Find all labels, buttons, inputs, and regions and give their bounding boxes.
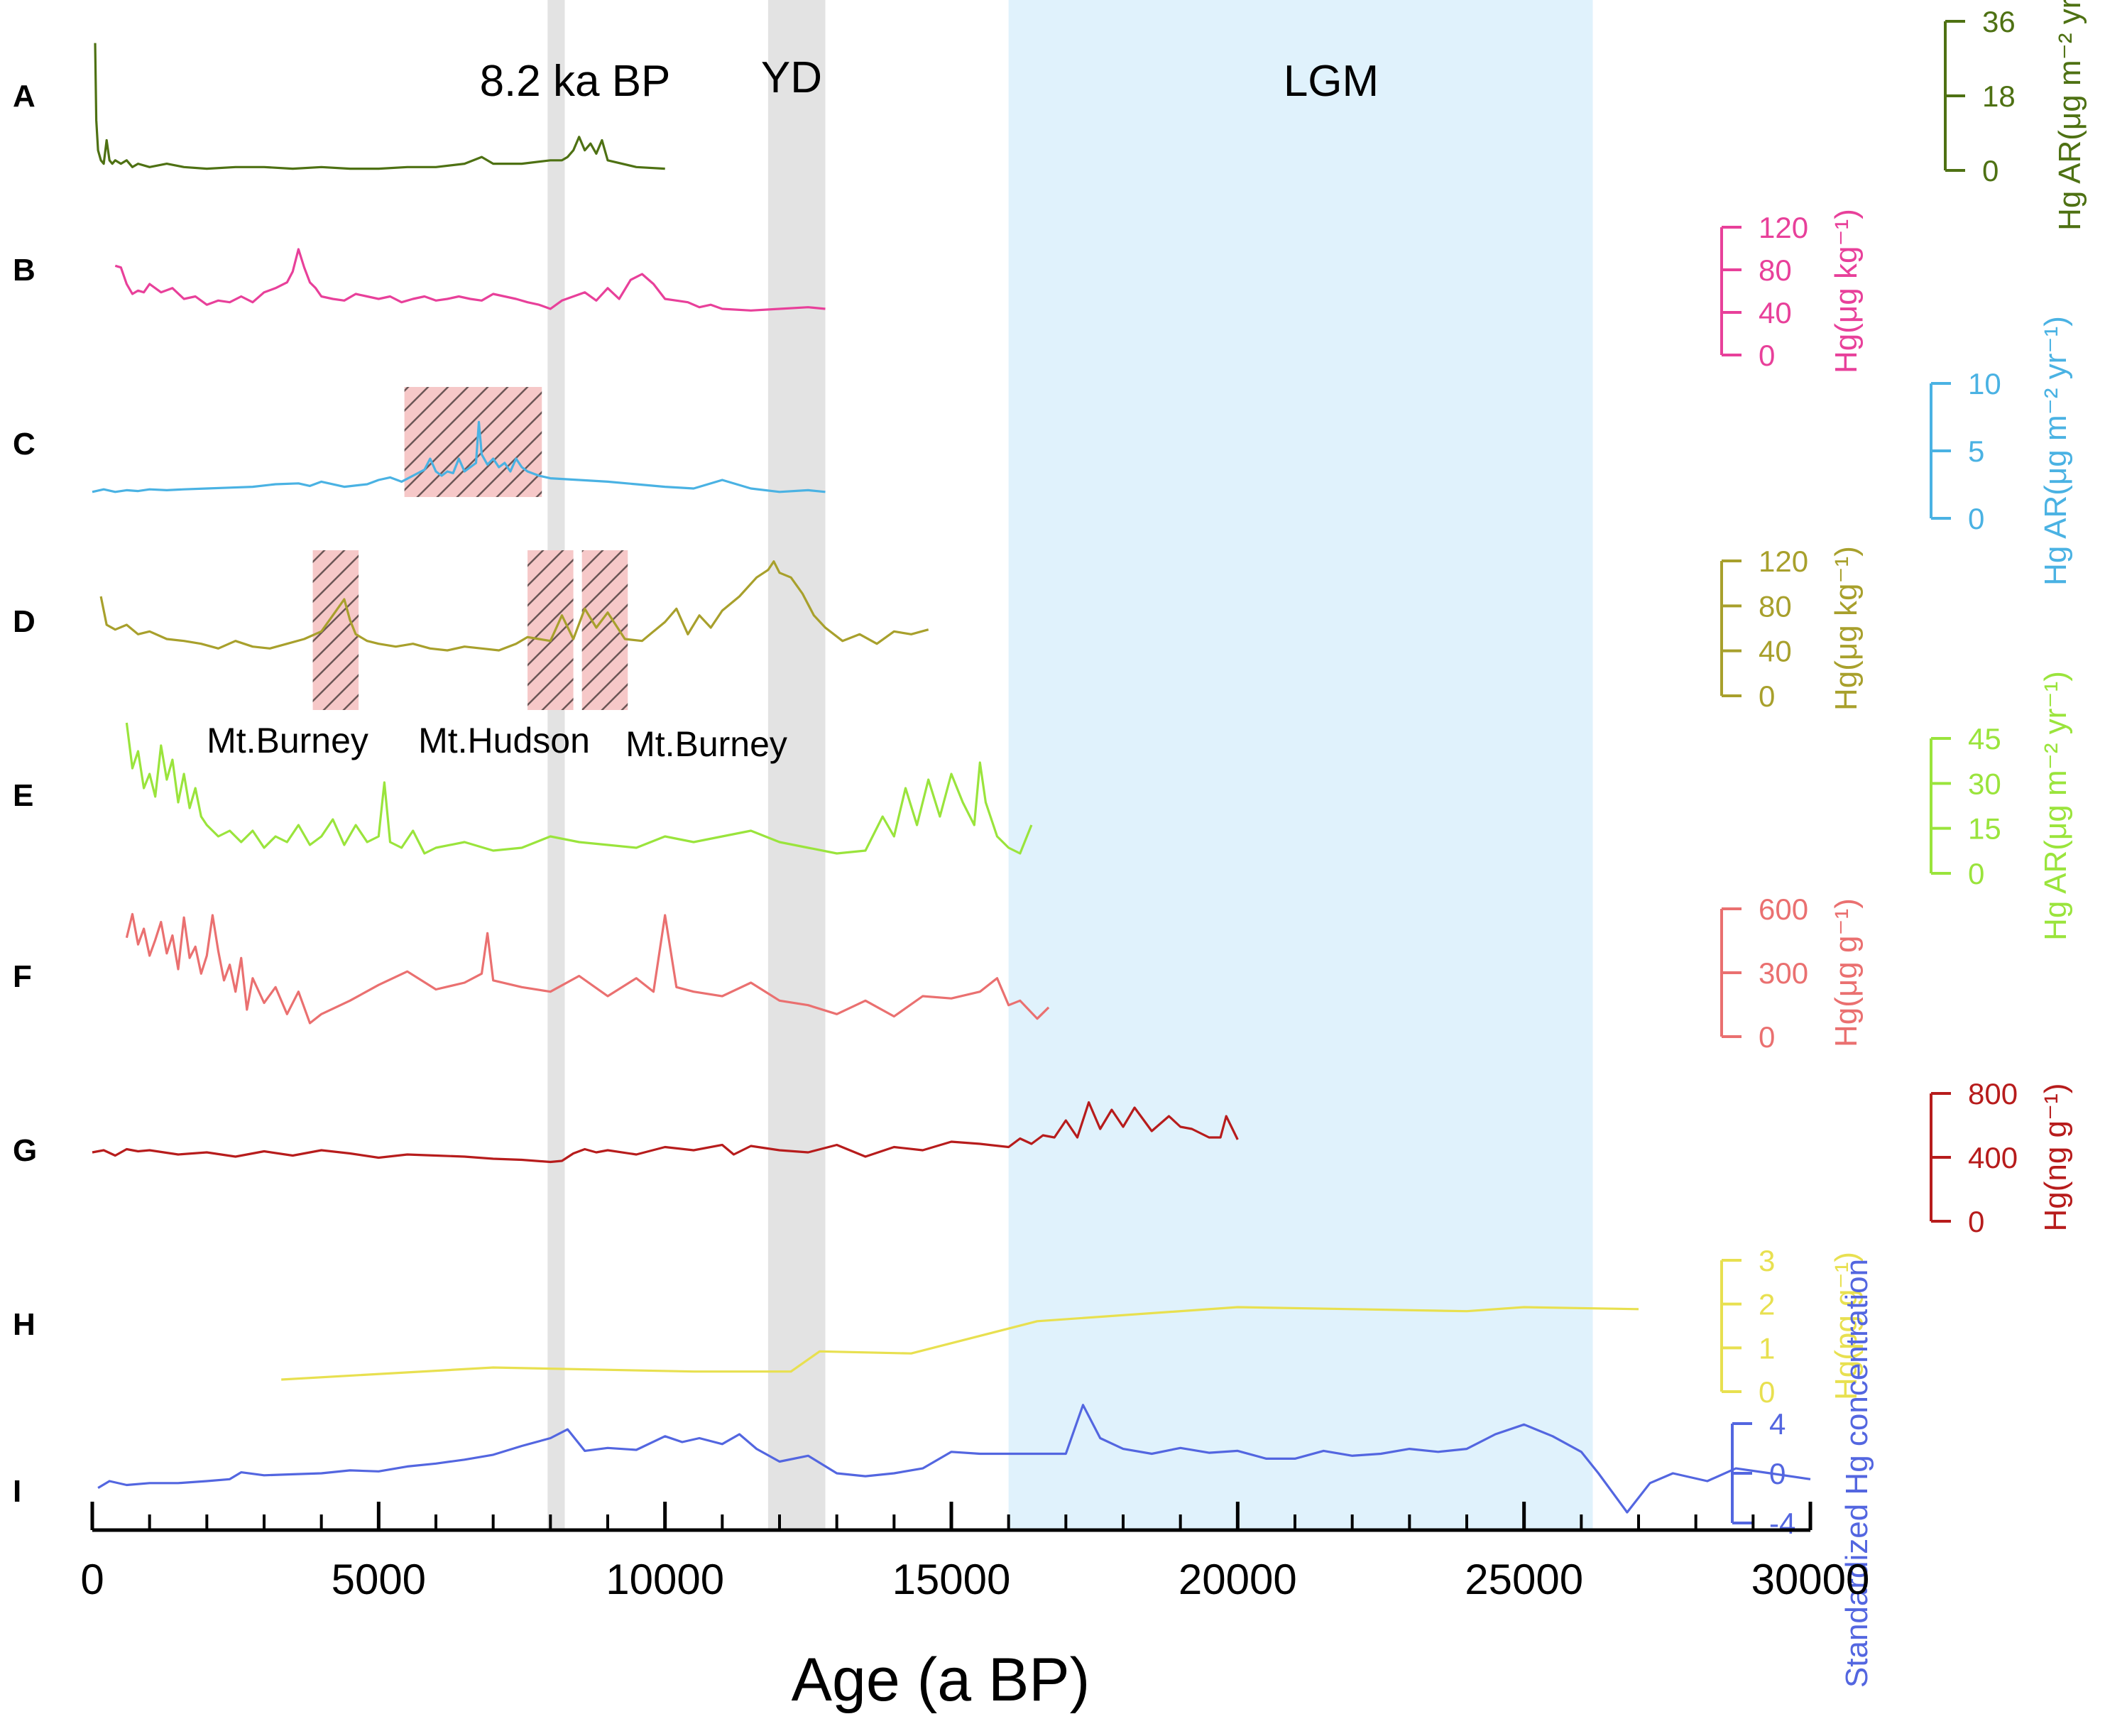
y-tick-label-G-2: 800	[1968, 1077, 2018, 1110]
y-tick-label-H-2: 2	[1759, 1288, 1775, 1321]
y-tick-label-F-1: 300	[1759, 956, 1808, 990]
volcanic-event-box-3	[404, 387, 542, 497]
y-axis-title-F: Hg(μg g⁻¹)	[1829, 898, 1864, 1047]
y-tick-label-C-2: 10	[1968, 367, 2001, 400]
event-bands	[312, 0, 1593, 1530]
y-axis-H: 0 1 2 3 Hg(pg g⁻¹)	[1720, 1244, 1864, 1409]
y-tick-label-F-2: 600	[1759, 892, 1808, 926]
y-tick-label-B-3: 120	[1759, 211, 1808, 244]
y-axis-D: 0 40 80 120 Hg(μg kg⁻¹)	[1720, 545, 1864, 713]
volcanic-event-box-0	[312, 550, 359, 710]
x-axis: Age (a BP) 0 5000 10000 15000 20000 25000 3000…	[80, 1502, 1869, 1714]
panel-letter-F: F	[13, 959, 32, 994]
y-tick-label-H-3: 3	[1759, 1244, 1775, 1277]
event-label-1: YD	[761, 53, 822, 102]
event-labels: 8.2 ka BP YD LGM Mt.Burney Mt.Hudson Mt.Burne…	[207, 53, 1379, 764]
y-axis-B: 0 40 80 120 Hg(μg kg⁻¹)	[1720, 209, 1864, 373]
y-axis-F: 0 300 600 Hg(μg g⁻¹)	[1720, 892, 1864, 1054]
y-tick-label-A-0: 0	[1982, 154, 1999, 187]
series-line-D	[99, 560, 929, 652]
y-tick-label-I-2: 4	[1769, 1407, 1786, 1441]
event-band-0	[547, 0, 565, 1530]
event-label-0: 8.2 ka BP	[480, 57, 671, 106]
y-tick-label-A-1: 18	[1982, 80, 2016, 113]
y-tick-label-C-1: 5	[1968, 435, 1984, 468]
x-tick-label-2: 10000	[606, 1556, 724, 1603]
volcanic-event-box-2	[581, 550, 628, 710]
panel-letter-B: B	[13, 253, 35, 288]
y-tick-label-G-1: 400	[1968, 1141, 2018, 1174]
series-line-E	[125, 722, 1033, 855]
y-axis-G: 0 400 800 Hg(ng g⁻¹)	[1930, 1077, 2073, 1238]
event-band-1	[767, 0, 826, 1530]
y-tick-label-E-1: 15	[1968, 812, 2001, 846]
y-axis-title-I: Standardized Hg concentration	[1839, 1259, 1874, 1688]
series-line-B	[114, 248, 826, 312]
y-tick-label-D-3: 120	[1759, 545, 1808, 578]
y-axis-A: 0 18 36 Hg AR(μg m⁻² yr⁻¹)	[1944, 0, 2087, 231]
volcanic-event-label-2: Mt.Burney	[625, 724, 787, 764]
y-axis-title-D: Hg(μg kg⁻¹)	[1829, 546, 1864, 711]
y-tick-label-B-1: 40	[1759, 296, 1792, 329]
panel-letter-G: G	[13, 1133, 37, 1168]
panel-letter-I: I	[13, 1474, 21, 1509]
y-axis-title-A: Hg AR(μg m⁻² yr⁻¹)	[2052, 0, 2087, 231]
y-tick-label-B-2: 80	[1759, 253, 1792, 287]
y-tick-label-I-1: 0	[1769, 1457, 1786, 1490]
y-axis-title-E: Hg AR(μg m⁻² yr⁻¹)	[2038, 671, 2073, 941]
series-line-F	[125, 912, 1050, 1025]
y-axis-title-C: Hg AR(μg m⁻² yr⁻¹)	[2038, 316, 2073, 586]
panel-letter-C: C	[13, 427, 35, 462]
event-band-2	[1008, 0, 1593, 1530]
panel-letter-E: E	[13, 778, 33, 813]
y-axis-I: -404 Standardized Hg concentration	[1731, 1259, 1874, 1688]
x-tick-label-3: 15000	[892, 1556, 1011, 1603]
y-tick-label-D-2: 80	[1759, 589, 1792, 623]
y-tick-label-C-0: 0	[1968, 502, 1984, 535]
y-tick-label-E-0: 0	[1968, 857, 1984, 890]
y-tick-label-A-2: 36	[1982, 5, 2016, 38]
series-line-C	[92, 420, 826, 493]
x-tick-label-6: 30000	[1751, 1556, 1870, 1603]
y-axis-title-B: Hg(μg kg⁻¹)	[1829, 209, 1864, 373]
panel-letter-D: D	[13, 604, 35, 639]
x-tick-label-4: 20000	[1179, 1556, 1297, 1603]
volcanic-event-box-1	[527, 550, 574, 710]
y-axis-title-G: Hg(ng g⁻¹)	[2038, 1083, 2073, 1231]
y-tick-label-B-0: 0	[1759, 339, 1775, 372]
y-tick-label-E-3: 45	[1968, 722, 2001, 755]
volcanic-event-label-0: Mt.Burney	[207, 721, 368, 760]
x-axis-label: Age (a BP)	[792, 1646, 1090, 1714]
series-line-H	[281, 1306, 1639, 1381]
panel-letter-A: A	[13, 79, 35, 114]
y-tick-label-I-0: -4	[1769, 1507, 1795, 1540]
y-tick-label-G-0: 0	[1968, 1205, 1984, 1238]
series-line-G	[92, 1101, 1239, 1164]
y-axis-E: 0 15 30 45 Hg AR(μg m⁻² yr⁻¹)	[1930, 671, 2073, 941]
x-tick-label-1: 5000	[332, 1556, 426, 1603]
series-lines	[92, 43, 1811, 1514]
x-tick-label-5: 25000	[1465, 1556, 1583, 1603]
y-tick-label-E-2: 30	[1968, 767, 2001, 800]
volcanic-event-label-1: Mt.Hudson	[418, 721, 590, 760]
y-axis-title-H: Hg(pg g⁻¹)	[1829, 1252, 1864, 1400]
series-line-I	[97, 1404, 1811, 1514]
x-tick-label-0: 0	[80, 1556, 104, 1603]
y-tick-label-D-1: 40	[1759, 635, 1792, 668]
y-tick-label-F-0: 0	[1759, 1020, 1775, 1054]
y-axis-C: 0 5 10 Hg AR(μg m⁻² yr⁻¹)	[1930, 316, 2073, 586]
series-line-A	[94, 43, 665, 170]
y-tick-label-H-1: 1	[1759, 1331, 1775, 1365]
y-tick-label-H-0: 0	[1759, 1375, 1775, 1409]
panel-letter-H: H	[13, 1307, 35, 1342]
event-label-2: LGM	[1284, 57, 1379, 106]
panel-letters: A B C D E F G H I	[13, 79, 37, 1509]
y-tick-label-D-0: 0	[1759, 679, 1775, 713]
